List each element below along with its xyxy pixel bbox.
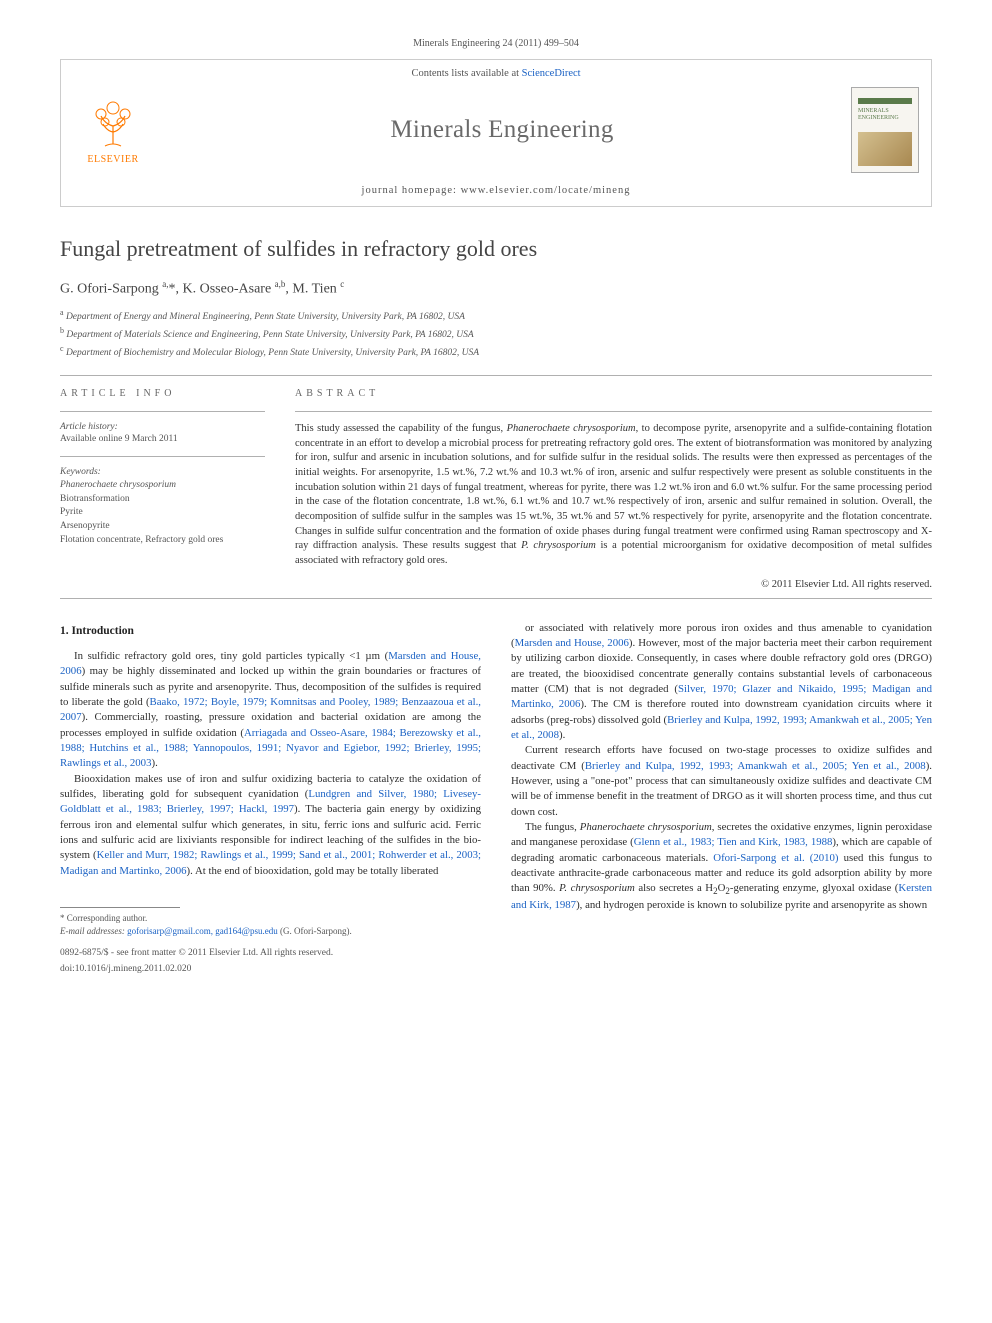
sciencedirect-link[interactable]: ScienceDirect: [522, 68, 581, 79]
journal-title: Minerals Engineering: [153, 116, 851, 144]
info-row: ARTICLE INFO Article history: Available …: [60, 388, 932, 590]
corresponding-author-block: * Corresponding author. E-mail addresses…: [60, 907, 481, 937]
journal-header-box: Contents lists available at ScienceDirec…: [60, 59, 932, 207]
article-title: Fungal pretreatment of sulfides in refra…: [60, 235, 932, 263]
body-paragraph: In sulfidic refractory gold ores, tiny g…: [60, 649, 481, 772]
body-paragraph: Biooxidation makes use of iron and sulfu…: [60, 772, 481, 879]
homepage-prefix: journal homepage:: [362, 185, 461, 196]
homepage-url[interactable]: www.elsevier.com/locate/mineng: [461, 185, 631, 196]
divider: [60, 598, 932, 599]
abstract-text: This study assessed the capability of th…: [295, 422, 932, 569]
section-heading: 1. Introduction: [60, 623, 481, 639]
contents-prefix: Contents lists available at: [411, 68, 521, 79]
divider: [60, 456, 265, 457]
divider: [60, 375, 932, 376]
history-head: Article history:: [60, 422, 265, 432]
journal-title-cell: Minerals Engineering: [153, 116, 851, 144]
abstract-copyright: © 2011 Elsevier Ltd. All rights reserved…: [295, 579, 932, 590]
page: Minerals Engineering 24 (2011) 499–504 C…: [0, 0, 992, 1016]
article-info-column: ARTICLE INFO Article history: Available …: [60, 388, 265, 590]
affiliations: a Department of Energy and Mineral Engin…: [60, 307, 932, 361]
keywords-head: Keywords:: [60, 467, 265, 477]
homepage-line: journal homepage: www.elsevier.com/locat…: [61, 179, 931, 206]
abstract-label: ABSTRACT: [295, 388, 932, 399]
email-label: E-mail addresses:: [60, 926, 125, 936]
keywords-list: Phanerochaete chrysosporiumBiotransforma…: [60, 479, 265, 548]
history-text: Available online 9 March 2011: [60, 434, 265, 444]
publisher-name: ELSEVIER: [87, 154, 138, 165]
journal-cover-thumbnail: MINERALSENGINEERING: [851, 87, 919, 173]
doi: doi:10.1016/j.mineng.2011.02.020: [60, 963, 481, 976]
header-citation: Minerals Engineering 24 (2011) 499–504: [60, 38, 932, 49]
body-paragraph: or associated with relatively more porou…: [511, 621, 932, 744]
front-matter: 0892-6875/$ - see front matter © 2011 El…: [60, 947, 481, 960]
publisher-logo: ELSEVIER: [73, 96, 153, 165]
body-columns: 1. Introduction In sulfidic refractory g…: [60, 621, 932, 976]
body-paragraph: The fungus, Phanerochaete chrysosporium,…: [511, 820, 932, 914]
email-line: E-mail addresses: goforisarp@gmail.com, …: [60, 925, 481, 938]
divider: [60, 411, 265, 412]
email-link[interactable]: goforisarp@gmail.com, gad164@psu.edu: [127, 926, 278, 936]
cover-label: MINERALSENGINEERING: [858, 108, 899, 121]
divider: [295, 411, 932, 412]
body-paragraph: Current research efforts have focused on…: [511, 743, 932, 820]
article-info-label: ARTICLE INFO: [60, 388, 265, 399]
abstract-column: ABSTRACT This study assessed the capabil…: [295, 388, 932, 590]
copyright-footer: 0892-6875/$ - see front matter © 2011 El…: [60, 947, 481, 976]
elsevier-tree-icon: [85, 96, 141, 152]
contents-line: Contents lists available at ScienceDirec…: [61, 60, 931, 85]
header-middle: ELSEVIER Minerals Engineering MINERALSEN…: [61, 85, 931, 179]
email-for: (G. Ofori-Sarpong).: [280, 926, 352, 936]
authors: G. Ofori-Sarpong a,*, K. Osseo-Asare a,b…: [60, 279, 932, 298]
right-column: or associated with relatively more porou…: [511, 621, 932, 976]
corresponding-label: * Corresponding author.: [60, 912, 481, 925]
left-column: 1. Introduction In sulfidic refractory g…: [60, 621, 481, 976]
